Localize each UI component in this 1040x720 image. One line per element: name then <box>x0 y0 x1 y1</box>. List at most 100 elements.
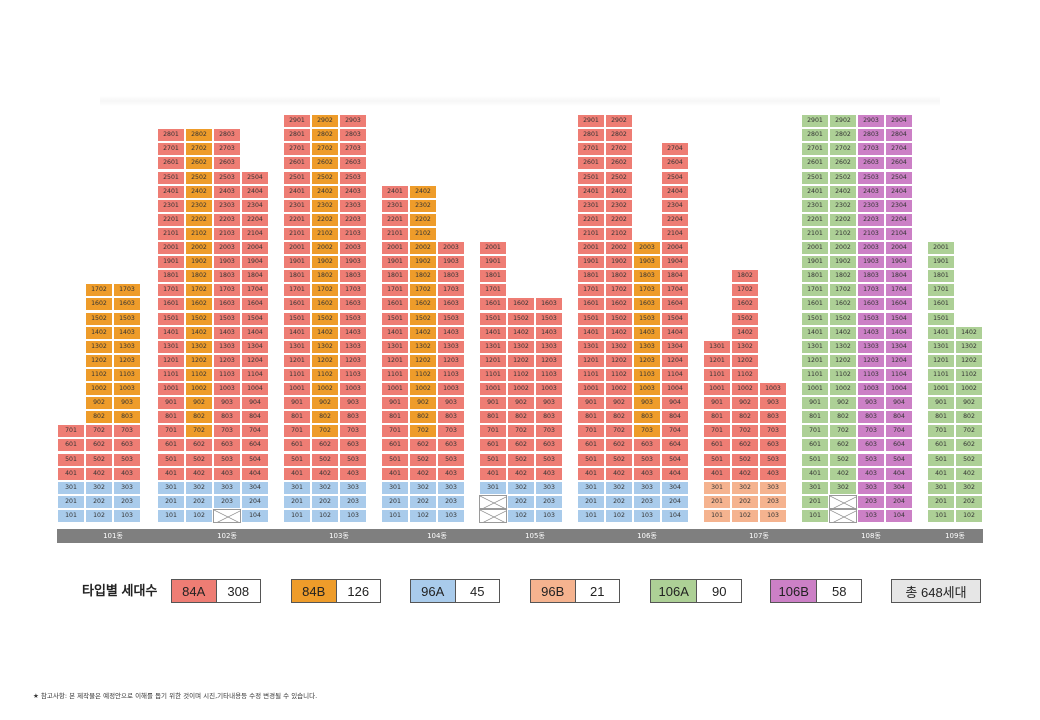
unit-cell: 2803 <box>339 128 367 143</box>
unit-cell: 1903 <box>857 255 885 270</box>
unit-cell: 1703 <box>339 283 367 298</box>
unit-cell: 2301 <box>157 198 185 213</box>
unit-cell: 1003 <box>759 382 787 397</box>
unit-cell: 1902 <box>409 255 437 270</box>
unit-cell: 1501 <box>381 311 409 326</box>
unit-cell: 1202 <box>409 353 437 368</box>
unit-cell: 802 <box>507 410 535 425</box>
unit-cell: 2001 <box>801 241 829 256</box>
unit-cell: 1703 <box>633 283 661 298</box>
unit-cell: 1201 <box>479 353 507 368</box>
unit-cell: 2504 <box>885 170 913 185</box>
unit-cell: 303 <box>113 480 141 495</box>
unit-cell: 2601 <box>283 156 311 171</box>
unit-cell: 601 <box>57 438 85 453</box>
unit-cell: 102 <box>409 508 437 523</box>
unit-cell: 303 <box>213 480 241 495</box>
unit-cell: 102 <box>955 508 983 523</box>
legend-item: 106A 90 <box>650 579 742 603</box>
unit-cell: 403 <box>437 466 465 481</box>
unit-cell: 1202 <box>311 353 339 368</box>
unit-cell: 1404 <box>885 325 913 340</box>
legend-type-label: 96A <box>411 580 456 602</box>
unit-cell: 902 <box>85 396 113 411</box>
unit-cell: 1202 <box>85 353 113 368</box>
unit-cell: 702 <box>829 424 857 439</box>
unit-cell: 702 <box>185 424 213 439</box>
unit-cell: 203 <box>113 494 141 509</box>
unit-cell: 2201 <box>381 212 409 227</box>
unit-cell: 802 <box>829 410 857 425</box>
unit-cell: 2701 <box>157 142 185 157</box>
unit-cell: 2503 <box>339 170 367 185</box>
unit-cell: 1204 <box>885 353 913 368</box>
unit-cell: 1703 <box>213 283 241 298</box>
unit-cell: 2802 <box>829 128 857 143</box>
unit-cell: 2102 <box>311 226 339 241</box>
unit-cell: 304 <box>661 480 689 495</box>
unit-cell: 2501 <box>283 170 311 185</box>
unit-cell: 1802 <box>409 269 437 284</box>
unit-cell: 2703 <box>339 142 367 157</box>
unit-cell: 1201 <box>801 353 829 368</box>
unit-cell: 703 <box>113 424 141 439</box>
unit-cell: 2702 <box>829 142 857 157</box>
unit-cell: 504 <box>661 452 689 467</box>
unit-cell: 704 <box>661 424 689 439</box>
unit-cell: 1502 <box>311 311 339 326</box>
unit-cell: 602 <box>311 438 339 453</box>
unit-cell: 301 <box>283 480 311 495</box>
unit-cell: 901 <box>703 396 731 411</box>
unit-cell: 2701 <box>801 142 829 157</box>
unit-cell: 1503 <box>339 311 367 326</box>
unit-cell: 503 <box>113 452 141 467</box>
unit-cell: 304 <box>241 480 269 495</box>
unit-cell: 604 <box>885 438 913 453</box>
unit-cell: 903 <box>633 396 661 411</box>
unit-cell: 1202 <box>731 353 759 368</box>
unit-cell: 2503 <box>213 170 241 185</box>
unit-cell: 2204 <box>885 212 913 227</box>
unit-cell: 1302 <box>605 339 633 354</box>
legend-item: 106B 58 <box>770 579 862 603</box>
unit-cell: 1401 <box>381 325 409 340</box>
unit-cell: 1801 <box>801 269 829 284</box>
unit-cell: 2502 <box>185 170 213 185</box>
unit-cell: 1202 <box>507 353 535 368</box>
unit-cell: 1302 <box>507 339 535 354</box>
unit-cell: 1802 <box>185 269 213 284</box>
unit-cell: 1901 <box>577 255 605 270</box>
unit-cell: 801 <box>927 410 955 425</box>
unit-cell: 802 <box>955 410 983 425</box>
unit-cell: 703 <box>857 424 885 439</box>
unit-cell: 2901 <box>577 114 605 129</box>
unit-cell: 2101 <box>283 226 311 241</box>
unit-cell: 203 <box>633 494 661 509</box>
unit-cell: 902 <box>731 396 759 411</box>
unit-cell: 901 <box>479 396 507 411</box>
unit-cell: 401 <box>927 466 955 481</box>
unit-cell: 1104 <box>885 367 913 382</box>
unit-cell: 1702 <box>409 283 437 298</box>
unit-cell: 2402 <box>185 184 213 199</box>
unit-cell: 404 <box>241 466 269 481</box>
unit-cell: 302 <box>185 480 213 495</box>
unit-cell: 201 <box>381 494 409 509</box>
unit-cell: 903 <box>759 396 787 411</box>
unit-cell: 1402 <box>507 325 535 340</box>
unit-cell: 902 <box>955 396 983 411</box>
unit-cell: 904 <box>661 396 689 411</box>
unit-cell: 1103 <box>535 367 563 382</box>
unit-cell: 201 <box>801 494 829 509</box>
unit-cell: 901 <box>577 396 605 411</box>
unit-cell: 2201 <box>283 212 311 227</box>
unit-cell: 1101 <box>283 367 311 382</box>
unit-cell: 2201 <box>577 212 605 227</box>
building-label: 109동 <box>927 529 983 543</box>
unit-cell: 101 <box>577 508 605 523</box>
unit-cell: 404 <box>885 466 913 481</box>
unit-cell: 2302 <box>409 198 437 213</box>
unit-cell: 2002 <box>311 241 339 256</box>
unit-cell: 1702 <box>829 283 857 298</box>
unit-cell: 1003 <box>857 382 885 397</box>
